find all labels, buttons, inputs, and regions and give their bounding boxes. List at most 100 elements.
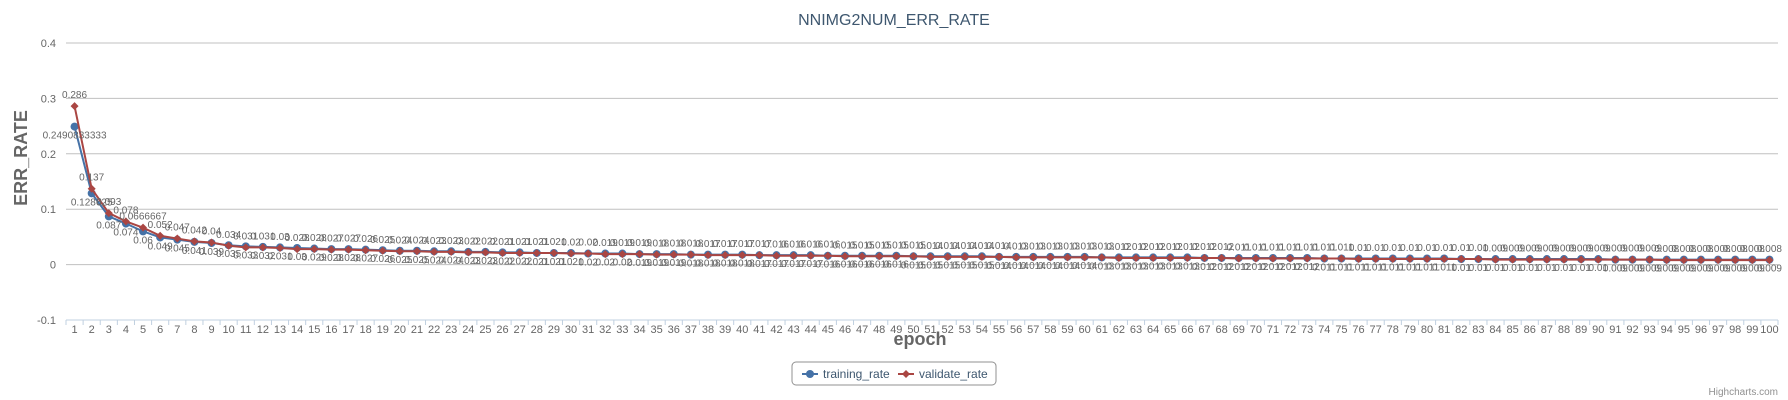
validate_rate-data-label: 0.017 — [713, 239, 738, 250]
validate_rate-point — [1748, 256, 1757, 265]
validate_rate-point — [430, 247, 439, 256]
validate_rate-data-label: 0.0666667 — [119, 212, 167, 223]
training_rate-data-label: 0.049 — [148, 241, 173, 252]
validate_rate-point — [156, 231, 165, 240]
validate_rate-point — [584, 249, 593, 258]
training_rate-data-label: 0.009 — [1603, 264, 1628, 275]
validate_rate-data-label: 0.017 — [730, 239, 755, 250]
validate_rate-data-label: 0.031 — [233, 231, 258, 242]
validate_rate-point — [840, 252, 849, 261]
y-tick-label: -0.1 — [37, 315, 56, 327]
x-tick-label: 66 — [1181, 324, 1193, 336]
validate_rate-point — [464, 248, 473, 257]
validate_rate-data-label: 0.015 — [884, 240, 909, 251]
training_rate-data-label: 0.013 — [1123, 261, 1148, 272]
x-tick-label: 20 — [394, 324, 406, 336]
validate_rate-point — [1440, 255, 1449, 264]
validate_rate-data-label: 0.008 — [1706, 244, 1731, 255]
training_rate-data-label: 0.009 — [1723, 264, 1748, 275]
validate_rate-data-label: 0.013 — [1021, 241, 1046, 252]
validate_rate-data-label: 0.012 — [1175, 242, 1200, 253]
validate_rate-point — [1354, 255, 1363, 264]
validate_rate-data-label: 0.016 — [815, 240, 840, 251]
validate_rate-line — [73, 105, 1770, 262]
training_rate-data-label: 0.009 — [1671, 264, 1696, 275]
validate_rate-point — [87, 184, 96, 193]
x-tick-label: 51 — [924, 324, 936, 336]
validate_rate-data-label: 0.023 — [439, 236, 464, 247]
x-tick-label: 2 — [89, 324, 95, 336]
validate_rate-legend-label: validate_rate — [919, 367, 988, 381]
training_rate-point — [70, 122, 79, 131]
validate_rate-data-label: 0.01 — [1349, 243, 1369, 254]
validate_rate-data-label: 0.013 — [1072, 241, 1097, 252]
validate_rate-data-label: 0.017 — [747, 239, 772, 250]
validate_rate-data-label: 0.019 — [627, 238, 652, 249]
x-tick-label: 80 — [1421, 324, 1433, 336]
validate_rate-point — [276, 243, 284, 252]
training_rate-data-label: 0.014 — [1021, 261, 1046, 272]
validate_rate-point — [1577, 255, 1586, 264]
x-tick-label: 29 — [548, 324, 560, 336]
x-tick-label: 77 — [1370, 324, 1382, 336]
x-tick-label: 24 — [462, 324, 474, 336]
x-tick-label: 72 — [1284, 324, 1296, 336]
validate_rate-point — [1628, 255, 1637, 264]
validate_rate-point — [806, 251, 815, 260]
x-tick-label: 52 — [942, 324, 954, 336]
validate_rate-point — [686, 250, 695, 259]
validate_rate-point — [755, 251, 764, 260]
training_rate-data-label: 0.016 — [867, 260, 892, 271]
validate_rate-point — [977, 252, 986, 261]
x-tick-label: 78 — [1387, 324, 1399, 336]
validate_rate-point — [549, 248, 558, 257]
validate_rate-point — [258, 243, 267, 252]
validate_rate-point — [1114, 253, 1123, 262]
x-tick-label: 94 — [1661, 324, 1673, 336]
x-tick-label: 81 — [1438, 324, 1450, 336]
validate_rate-point — [704, 251, 712, 260]
validate_rate-data-label: 0.026 — [353, 234, 378, 245]
credits-link[interactable]: Highcharts.com — [1709, 387, 1778, 398]
training_rate-data-label: 0.028 — [336, 253, 361, 264]
validate_rate-point — [1046, 253, 1055, 262]
training_rate-data-label: 0.026 — [370, 254, 395, 265]
x-tick-label: 92 — [1626, 324, 1638, 336]
validate_rate-point — [190, 237, 199, 246]
validate_rate-point — [139, 223, 148, 232]
validate_rate-point — [721, 251, 730, 260]
training_rate-data-label: 0.01 — [1520, 263, 1540, 274]
validate_rate-data-label: 0.012 — [1123, 242, 1148, 253]
validate_rate-data-label: 0.008 — [1757, 244, 1782, 255]
validate_rate-data-label: 0.04 — [202, 226, 222, 237]
training_rate-data-label: 0.019 — [661, 258, 686, 269]
validate_rate-data-label: 0.011 — [1329, 243, 1354, 254]
training_rate-data-label: 0.045 — [165, 244, 190, 255]
validate_rate-point — [1286, 254, 1295, 263]
validate_rate-point — [1611, 255, 1620, 264]
x-tick-label: 61 — [1096, 324, 1108, 336]
validate_rate-point — [447, 247, 456, 256]
x-tick-label: 6 — [157, 324, 163, 336]
validate_rate-point — [361, 246, 370, 255]
training_rate-data-label: 0.018 — [695, 259, 720, 270]
x-tick-label: 31 — [582, 324, 594, 336]
training_rate-data-label: 0.01 — [1469, 263, 1489, 274]
x-tick-label: 69 — [1233, 324, 1245, 336]
x-tick-label: 47 — [856, 324, 868, 336]
x-tick-label: 8 — [191, 324, 197, 336]
validate_rate-point — [1679, 256, 1688, 265]
validate_rate-point — [1251, 254, 1260, 263]
validate_rate-data-label: 0.034 — [216, 230, 241, 241]
validate_rate-data-label: 0.024 — [387, 235, 412, 246]
training_rate-data-label: 0.033 — [233, 250, 258, 261]
x-tick-label: 13 — [274, 324, 286, 336]
validate_rate-data-label: 0.021 — [541, 237, 566, 248]
x-tick-label: 79 — [1404, 324, 1416, 336]
x-tick-label: 70 — [1250, 324, 1262, 336]
training_rate-data-label: 0.024 — [422, 255, 447, 266]
x-tick-label: 76 — [1352, 324, 1364, 336]
x-tick-label: 37 — [685, 324, 697, 336]
x-tick-label: 67 — [1198, 324, 1210, 336]
training_rate-data-label: 0.017 — [747, 259, 772, 270]
